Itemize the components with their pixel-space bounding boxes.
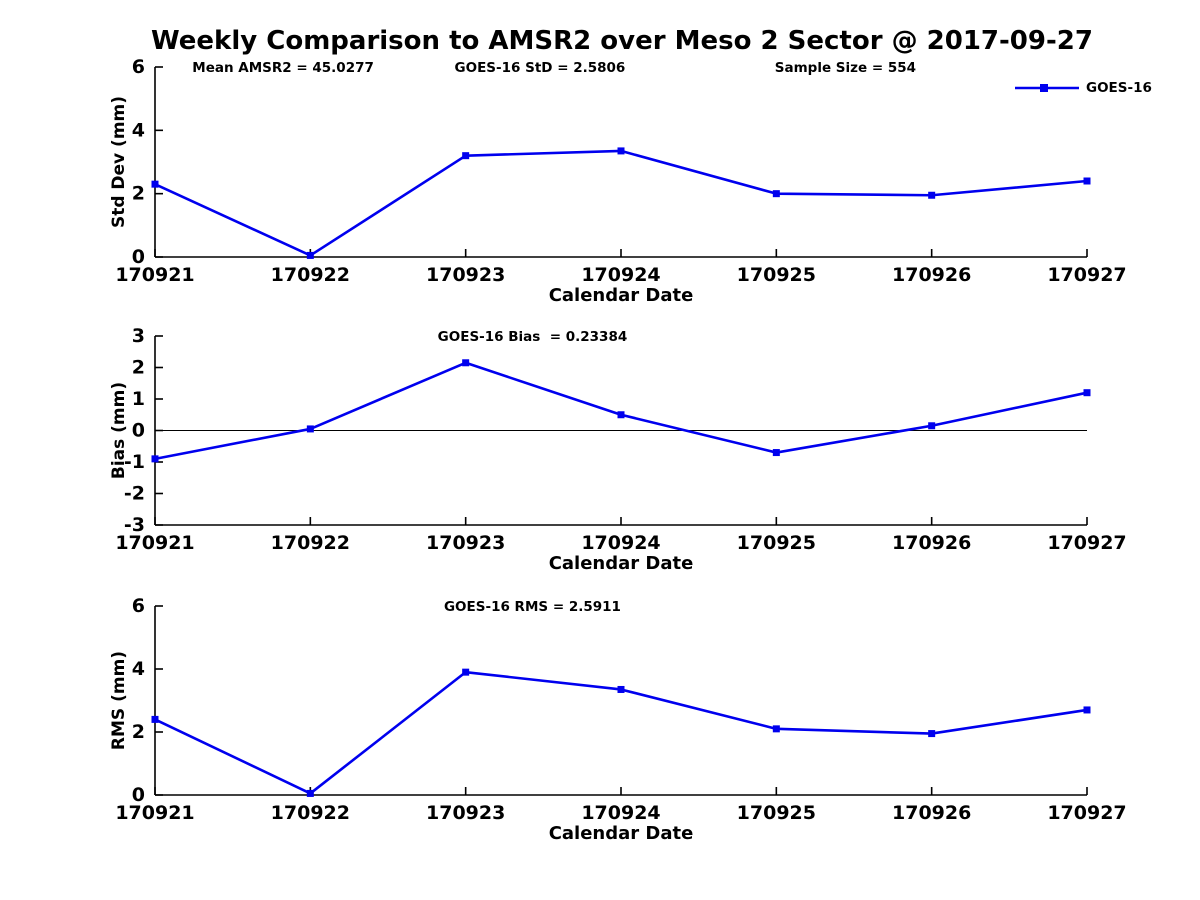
bias-marker — [617, 411, 625, 419]
std-dev-x-axis-title: Calendar Date — [549, 285, 694, 306]
rms-x-axis-title: Calendar Date — [549, 823, 694, 844]
rms-annotation: GOES-16 RMS = 2.5911 — [444, 599, 621, 615]
bias-y-tick-label: -3 — [124, 514, 145, 536]
bias-x-tick-label: 170923 — [426, 532, 505, 554]
bias-y-tick-label: -1 — [124, 451, 145, 473]
bias-x-axis-title: Calendar Date — [549, 553, 694, 574]
bias-line — [154, 361, 1088, 461]
std-dev-marker — [1083, 177, 1091, 185]
rms-x-tick-label: 170925 — [737, 802, 816, 824]
std-dev-marker — [617, 147, 625, 155]
rms-x-tick-label: 170926 — [892, 802, 971, 824]
rms-y-tick-label: 6 — [132, 595, 145, 617]
std-dev-annotation: Sample Size = 554 — [775, 60, 916, 76]
bias-x-tick-label: 170926 — [892, 532, 971, 554]
rms-y-tick-label: 2 — [132, 721, 145, 743]
rms-marker — [617, 685, 625, 693]
std-dev-x-tick-label: 170927 — [1047, 264, 1126, 286]
legend-line-sample — [1015, 84, 1079, 92]
rms-x-tick-label: 170922 — [271, 802, 350, 824]
rms-y-tick-label: 0 — [132, 784, 145, 806]
bias-marker — [1083, 389, 1091, 397]
std-dev-x-tick-label: 170924 — [581, 264, 660, 286]
std-dev-annotation: Mean AMSR2 = 45.0277 — [192, 60, 374, 76]
rms-x-tick-label: 170924 — [581, 802, 660, 824]
bias-annotation: GOES-16 Bias = 0.23384 — [438, 329, 628, 345]
std-dev-y-tick-label: 6 — [132, 56, 145, 78]
bias-x-tick-label: 170921 — [115, 532, 194, 554]
std-dev-marker — [151, 180, 159, 188]
std-dev-marker — [462, 152, 470, 160]
std-dev-line — [154, 149, 1088, 257]
legend-marker-icon — [1040, 84, 1048, 92]
bias-x-tick-label: 170925 — [737, 532, 816, 554]
std-dev-y-axis-title: Std Dev (mm) — [109, 96, 129, 228]
std-dev-y-tick-label: 0 — [132, 246, 145, 268]
bias-y-tick-label: 3 — [132, 325, 145, 347]
std-dev-x-tick-label: 170921 — [115, 264, 194, 286]
std-dev-x-tick-label: 170922 — [271, 264, 350, 286]
std-dev-y-tick-label: 4 — [132, 119, 145, 141]
std-dev-marker — [306, 251, 314, 259]
rms-marker — [151, 715, 159, 723]
std-dev-y-tick-label: 2 — [132, 183, 145, 205]
figure-title: Weekly Comparison to AMSR2 over Meso 2 S… — [151, 26, 1093, 56]
bias-x-tick-label: 170924 — [581, 532, 660, 554]
bias-x-tick-label: 170927 — [1047, 532, 1126, 554]
bias-marker — [151, 455, 159, 463]
bias-y-tick-label: 1 — [132, 388, 145, 410]
rms-x-tick-label: 170927 — [1047, 802, 1126, 824]
bias-marker — [462, 359, 470, 367]
rms-marker — [928, 730, 936, 738]
std-dev-x-tick-label: 170926 — [892, 264, 971, 286]
bias-marker — [772, 449, 780, 457]
rms-marker — [1083, 706, 1091, 714]
rms-marker — [462, 668, 470, 676]
bias-marker — [928, 422, 936, 430]
legend-label: GOES-16 — [1086, 80, 1152, 96]
rms-y-tick-label: 4 — [132, 658, 145, 680]
rms-x-tick-label: 170923 — [426, 802, 505, 824]
std-dev-marker — [928, 191, 936, 199]
rms-y-axis-title: RMS (mm) — [109, 651, 129, 750]
rms-marker — [306, 789, 314, 797]
bias-y-tick-label: 0 — [132, 420, 145, 442]
bias-y-tick-label: -2 — [124, 483, 145, 505]
std-dev-marker — [772, 190, 780, 198]
rms-marker — [772, 725, 780, 733]
std-dev-annotation: GOES-16 StD = 2.5806 — [455, 60, 626, 76]
bias-marker — [306, 425, 314, 433]
rms-x-tick-label: 170921 — [115, 802, 194, 824]
bias-x-tick-label: 170922 — [271, 532, 350, 554]
std-dev-x-tick-label: 170925 — [737, 264, 816, 286]
std-dev-x-tick-label: 170923 — [426, 264, 505, 286]
bias-y-tick-label: 2 — [132, 357, 145, 379]
bias-y-axis-title: Bias (mm) — [109, 382, 129, 479]
legend: GOES-16 — [1014, 79, 1152, 97]
